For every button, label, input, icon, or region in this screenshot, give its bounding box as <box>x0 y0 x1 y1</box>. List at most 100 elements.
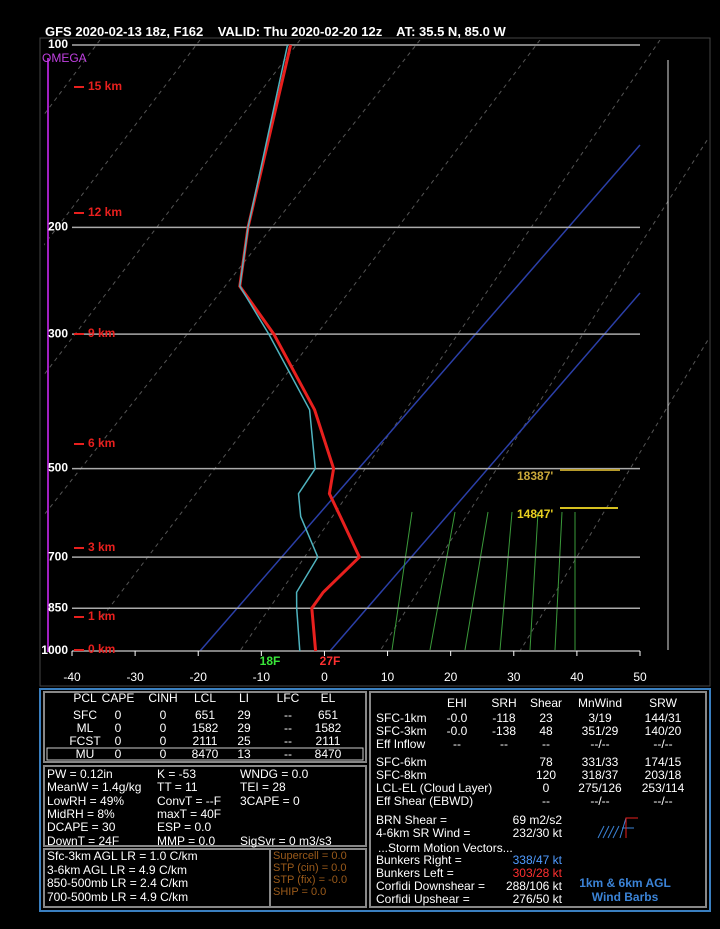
table-cell: 0 <box>159 734 167 748</box>
table-header: CAPE <box>101 691 135 705</box>
table-header: LFC <box>276 691 300 705</box>
panel-box <box>39 688 711 912</box>
profile-line <box>239 44 319 652</box>
table-cell: 0 <box>114 747 122 761</box>
table-header: EL <box>320 691 336 705</box>
index: TEI = 28 <box>240 780 286 795</box>
table-cell: 351/29 <box>581 724 619 738</box>
table-cell: -- <box>284 747 292 761</box>
table-cell: 29 <box>237 721 251 735</box>
shear-label: BRN Shear = <box>376 813 448 827</box>
annotation: 18387' <box>517 469 553 483</box>
storm-value: 338/47 kt <box>512 853 562 867</box>
table-cell: 8470 <box>191 747 219 761</box>
table-cell: --/-- <box>590 794 610 808</box>
x-tick-label: -10 <box>253 670 271 684</box>
table-header: SRW <box>649 696 677 710</box>
table-cell: 25 <box>237 734 251 748</box>
x-tick-label: 10 <box>381 670 395 684</box>
shear-value: 232/30 kt <box>512 825 562 840</box>
table-cell: 651 <box>194 708 216 722</box>
table-cell: 8470 <box>314 747 342 761</box>
profile-line <box>238 44 362 652</box>
shear-label: 4-6km SR Wind = <box>376 825 471 840</box>
table-cell: SFC-6km <box>376 755 427 769</box>
table-cell: 78 <box>539 755 553 769</box>
index: ConvT = --F <box>157 793 222 808</box>
table-cell: -0.0 <box>446 724 468 738</box>
x-tick-label: 0 <box>321 670 328 684</box>
table-cell: 2111 <box>192 734 218 748</box>
table-header: CINH <box>148 691 178 705</box>
index: DownT = 24F <box>47 833 120 848</box>
table-cell: 13 <box>237 747 251 761</box>
hodo-label: 1km & 6km AGL <box>579 876 671 890</box>
composite: SHIP = 0.0 <box>273 886 327 898</box>
lapse-rate: Sfc-3km AGL LR = 1.0 C/km <box>47 849 198 863</box>
annotation: 14847' <box>517 507 553 521</box>
table-cell: --/-- <box>653 794 673 808</box>
panel-box <box>369 691 707 908</box>
table-cell: 120 <box>535 768 557 782</box>
table-cell: -- <box>542 794 550 808</box>
height-label: 6 km <box>88 436 115 450</box>
table-header: Shear <box>529 696 563 710</box>
table-cell: 331/33 <box>581 755 619 769</box>
index: ESP = 0.0 <box>157 820 212 835</box>
table-cell: 3/19 <box>588 711 612 725</box>
table-cell: -138 <box>491 724 517 738</box>
table-cell: 48 <box>539 724 553 738</box>
surface-label: 27F <box>320 654 341 668</box>
hodograph-icon <box>625 817 638 838</box>
y-axis-label: OMEGA <box>42 51 87 65</box>
table-cell: 0 <box>159 747 167 761</box>
x-tick-label: -40 <box>63 670 81 684</box>
lapse-rate: 850-500mb LR = 2.4 C/km <box>47 876 189 890</box>
panel-box <box>43 691 367 763</box>
adiabats <box>44 40 708 652</box>
mixing-ratio-lines <box>391 511 576 651</box>
table-cell: 203/18 <box>644 768 682 782</box>
height-label: 1 km <box>88 609 115 623</box>
lapse-rate: 700-500mb LR = 4.9 C/km <box>47 889 189 904</box>
index: WNDG = 0.0 <box>240 767 309 781</box>
table-cell: -- <box>284 734 292 748</box>
table-cell: MU <box>75 747 95 761</box>
index: MMP = 0.0 <box>157 833 216 848</box>
composite: STP (fix) = -0.0 <box>273 874 348 886</box>
table-header: MnWind <box>577 696 622 710</box>
table-cell: Eff Inflow <box>376 737 426 751</box>
table-header: PCL <box>73 691 97 705</box>
index: MidRH = 8% <box>47 806 115 821</box>
x-tick-label: 30 <box>507 670 521 684</box>
table-header: LI <box>238 691 249 705</box>
table-cell: SFC-8km <box>376 768 427 782</box>
table-cell: 0 <box>159 708 167 722</box>
table-cell: ML <box>76 721 94 735</box>
index: TT = 11 <box>157 780 198 795</box>
table-cell: 140/20 <box>644 724 682 738</box>
y-tick-label: 200 <box>48 220 68 234</box>
table-header: SRH <box>491 696 517 710</box>
storm-value: 303/28 kt <box>512 866 562 880</box>
table-cell: -0.0 <box>446 711 468 725</box>
table-cell: 0 <box>159 721 167 735</box>
x-tick-label: 40 <box>570 670 584 684</box>
table-cell: -- <box>542 737 550 751</box>
table-cell: 0 <box>114 734 122 748</box>
table-header: LCL <box>193 691 216 705</box>
table-cell: 0 <box>114 708 122 722</box>
lapse-rate: 3-6km AGL LR = 4.9 C/km <box>47 862 187 877</box>
table-cell: FCST <box>69 734 101 748</box>
storm-label: Bunkers Right = <box>376 853 462 867</box>
index: SigSvr = 0 m3/s3 <box>240 834 332 848</box>
height-label: 12 km <box>88 205 122 219</box>
table-cell: -- <box>284 708 292 722</box>
index: LowRH = 49% <box>47 793 125 808</box>
table-cell: 275/126 <box>578 781 622 795</box>
table-cell: 29 <box>237 708 251 722</box>
table-header: EHI <box>446 696 467 710</box>
highlight-row <box>46 747 364 761</box>
y-tick-label: 700 <box>48 549 68 563</box>
